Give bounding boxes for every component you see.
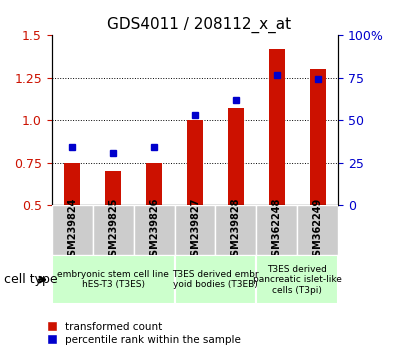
Text: embryonic stem cell line
hES-T3 (T3ES): embryonic stem cell line hES-T3 (T3ES) (57, 270, 169, 289)
Text: T3ES derived
pancreatic islet-like
cells (T3pi): T3ES derived pancreatic islet-like cells… (253, 265, 342, 295)
Text: GSM239826: GSM239826 (149, 198, 159, 263)
FancyBboxPatch shape (256, 255, 338, 304)
Text: T3ES derived embr
yoid bodies (T3EB): T3ES derived embr yoid bodies (T3EB) (172, 270, 259, 289)
Bar (228, 108, 244, 205)
Text: GSM362249: GSM362249 (313, 198, 323, 263)
FancyBboxPatch shape (52, 255, 175, 304)
Text: cell type: cell type (4, 273, 58, 286)
Bar (269, 49, 285, 205)
Bar (187, 120, 203, 205)
Text: GSM239828: GSM239828 (231, 197, 241, 263)
FancyBboxPatch shape (297, 205, 338, 255)
FancyBboxPatch shape (175, 205, 215, 255)
FancyBboxPatch shape (175, 255, 256, 304)
Bar (146, 163, 162, 205)
FancyBboxPatch shape (256, 205, 297, 255)
FancyBboxPatch shape (134, 205, 175, 255)
Text: GSM239824: GSM239824 (67, 198, 77, 263)
Bar (105, 171, 121, 205)
Text: GSM362248: GSM362248 (272, 198, 282, 263)
Text: GSM239827: GSM239827 (190, 198, 200, 263)
Bar (64, 163, 80, 205)
Text: GDS4011 / 208112_x_at: GDS4011 / 208112_x_at (107, 17, 291, 33)
FancyBboxPatch shape (215, 205, 256, 255)
Text: GSM239825: GSM239825 (108, 198, 118, 263)
FancyBboxPatch shape (52, 205, 93, 255)
Legend: transformed count, percentile rank within the sample: transformed count, percentile rank withi… (37, 317, 245, 349)
Bar (310, 69, 326, 205)
FancyBboxPatch shape (93, 205, 134, 255)
